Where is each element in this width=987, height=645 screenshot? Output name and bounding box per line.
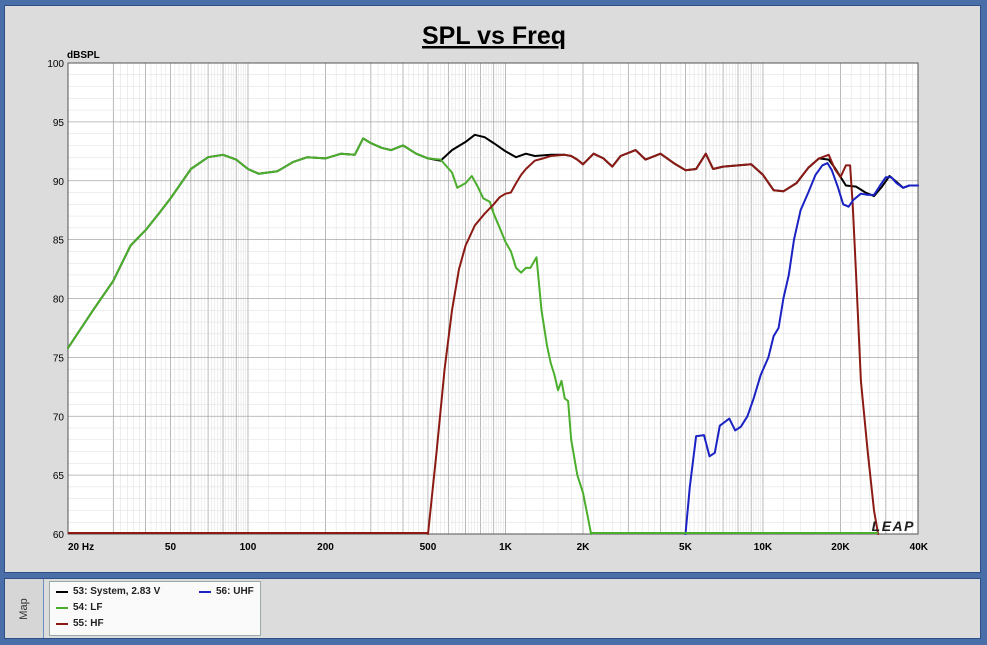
x-tick-labels: 20 Hz 50 100 200 500 1K 2K 5K 10K 20K 40K (68, 542, 929, 553)
x-tick-label: 1K (499, 542, 513, 553)
series-line-lf (67, 137, 593, 535)
legend-frame: Map 53: System, 2.83 V 54: LF 55: HF 56: UH… (4, 578, 981, 639)
map-tab[interactable]: Map (5, 579, 44, 638)
plot-border (67, 62, 919, 535)
spl-chart: SPL vs Freq dBSPL 60 65 70 75 80 85 90 95 100 20… (47, 22, 929, 553)
legend-label: 55: HF (73, 618, 104, 629)
x-tick-label: 100 (240, 542, 257, 553)
x-tick-label: 500 (420, 542, 437, 553)
legend-label: 53: System, 2.83 V (73, 586, 161, 597)
legend-item: 56: UHF (199, 586, 254, 597)
x-tick-label: 5K (679, 542, 693, 553)
y-tick-label: 65 (53, 471, 65, 482)
y-tick-label: 70 (53, 412, 65, 423)
legend-item: 53: System, 2.83 V (56, 586, 160, 597)
y-tick-label: 60 (53, 530, 65, 541)
y-tick-label: 75 (53, 353, 65, 364)
map-tab-label: Map (18, 597, 30, 620)
legend-swatch (56, 622, 68, 625)
legend-item: 55: HF (56, 618, 104, 629)
legend-swatch (199, 590, 211, 593)
leap-watermark: LEAP (872, 518, 915, 534)
x-tick-label: 20 Hz (68, 542, 94, 553)
x-tick-label: 2K (577, 542, 591, 553)
series-lines (67, 133, 919, 535)
x-tick-label: 40K (910, 542, 929, 553)
legend-item: 54: LF (56, 602, 102, 613)
legend-swatch (56, 590, 68, 593)
legend: 53: System, 2.83 V 54: LF 55: HF 56: UHF (49, 581, 261, 636)
series-line-uhf (684, 162, 919, 535)
x-tick-label: 200 (317, 542, 334, 553)
y-tick-labels: 60 65 70 75 80 85 90 95 100 (47, 59, 64, 541)
series-line-hf (427, 149, 880, 535)
y-tick-label: 85 (53, 236, 65, 247)
x-tick-label: 10K (754, 542, 773, 553)
legend-swatch (56, 606, 68, 609)
grid-lines (67, 62, 919, 535)
x-tick-label: 20K (831, 542, 850, 553)
chart-frame: SPL vs Freq dBSPL 60 65 70 75 80 85 90 95 100 20… (4, 5, 981, 573)
legend-label: 56: UHF (216, 586, 254, 597)
y-tick-label: 95 (53, 118, 65, 129)
x-tick-label: 50 (165, 542, 177, 553)
y-tick-label: 90 (53, 177, 65, 188)
chart-title: SPL vs Freq (422, 22, 566, 50)
y-axis-label: dBSPL (67, 50, 100, 61)
y-tick-label: 100 (47, 59, 64, 70)
y-tick-label: 80 (53, 295, 65, 306)
legend-label: 54: LF (73, 602, 103, 613)
